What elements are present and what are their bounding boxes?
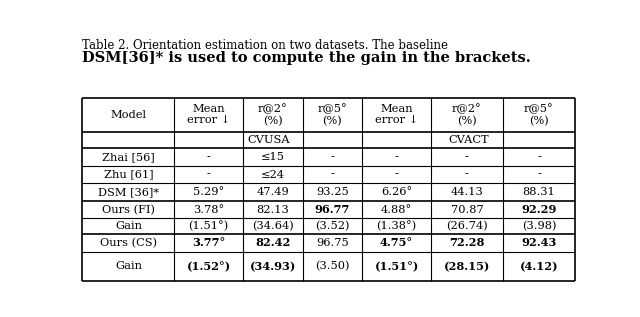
Text: 92.43: 92.43 <box>522 237 557 248</box>
Text: 92.29: 92.29 <box>522 204 557 215</box>
Text: 96.75: 96.75 <box>316 238 349 248</box>
Text: Ours (FI): Ours (FI) <box>102 204 155 215</box>
Text: 72.28: 72.28 <box>449 237 484 248</box>
Text: (1.38°): (1.38°) <box>376 221 417 232</box>
Text: ≤24: ≤24 <box>261 170 285 179</box>
Text: -: - <box>537 170 541 179</box>
Text: (34.93): (34.93) <box>250 261 296 272</box>
Text: r@2°
(%): r@2° (%) <box>452 103 482 126</box>
Text: (34.64): (34.64) <box>252 221 294 231</box>
Text: 70.87: 70.87 <box>451 205 483 215</box>
Text: CVACT: CVACT <box>449 135 489 145</box>
Text: 96.77: 96.77 <box>315 204 350 215</box>
Text: Ours (CS): Ours (CS) <box>100 238 157 248</box>
Text: Zhai [56]: Zhai [56] <box>102 152 155 162</box>
Text: (26.74): (26.74) <box>446 221 488 231</box>
Text: -: - <box>207 152 211 162</box>
Text: 44.13: 44.13 <box>451 187 483 197</box>
Text: ≤15: ≤15 <box>261 152 285 162</box>
Text: DSM[36]* is used to compute the gain in the brackets.: DSM[36]* is used to compute the gain in … <box>83 51 531 66</box>
Text: 4.88°: 4.88° <box>381 205 412 215</box>
Text: 88.31: 88.31 <box>523 187 556 197</box>
Text: 82.13: 82.13 <box>257 205 289 215</box>
Text: Gain: Gain <box>115 221 142 231</box>
Text: Table 2. Orientation estimation on two datasets. The baseline: Table 2. Orientation estimation on two d… <box>83 39 449 52</box>
Text: -: - <box>537 152 541 162</box>
Text: Model: Model <box>111 110 147 120</box>
Text: r@2°
(%): r@2° (%) <box>258 103 288 126</box>
Text: (3.52): (3.52) <box>316 221 349 231</box>
Text: Mean
error ↓: Mean error ↓ <box>187 104 230 126</box>
Text: Gain: Gain <box>115 261 142 271</box>
Text: -: - <box>207 170 211 179</box>
Text: (1.52°): (1.52°) <box>187 261 231 272</box>
Text: 4.75°: 4.75° <box>380 237 413 248</box>
Text: (28.15): (28.15) <box>444 261 490 272</box>
Text: (1.51°): (1.51°) <box>189 221 229 232</box>
Text: 93.25: 93.25 <box>316 187 349 197</box>
Text: (1.51°): (1.51°) <box>374 261 419 272</box>
Text: 47.49: 47.49 <box>257 187 289 197</box>
Text: CVUSA: CVUSA <box>247 135 290 145</box>
Text: r@5°
(%): r@5° (%) <box>524 103 554 126</box>
Text: 3.78°: 3.78° <box>193 205 225 215</box>
Text: -: - <box>465 152 469 162</box>
Text: r@5°
(%): r@5° (%) <box>317 103 348 126</box>
Text: Mean
error ↓: Mean error ↓ <box>375 104 418 126</box>
Text: -: - <box>395 152 399 162</box>
Text: -: - <box>465 170 469 179</box>
Text: 82.42: 82.42 <box>255 237 291 248</box>
Text: -: - <box>330 170 335 179</box>
Text: DSM [36]*: DSM [36]* <box>98 187 159 197</box>
Text: 6.26°: 6.26° <box>381 187 412 197</box>
Text: 5.29°: 5.29° <box>193 187 225 197</box>
Text: -: - <box>330 152 335 162</box>
Text: (3.50): (3.50) <box>316 261 349 271</box>
Text: 3.77°: 3.77° <box>192 237 225 248</box>
Text: -: - <box>395 170 399 179</box>
Text: (3.98): (3.98) <box>522 221 556 231</box>
Text: (4.12): (4.12) <box>520 261 558 272</box>
Text: Zhu [61]: Zhu [61] <box>104 170 153 179</box>
